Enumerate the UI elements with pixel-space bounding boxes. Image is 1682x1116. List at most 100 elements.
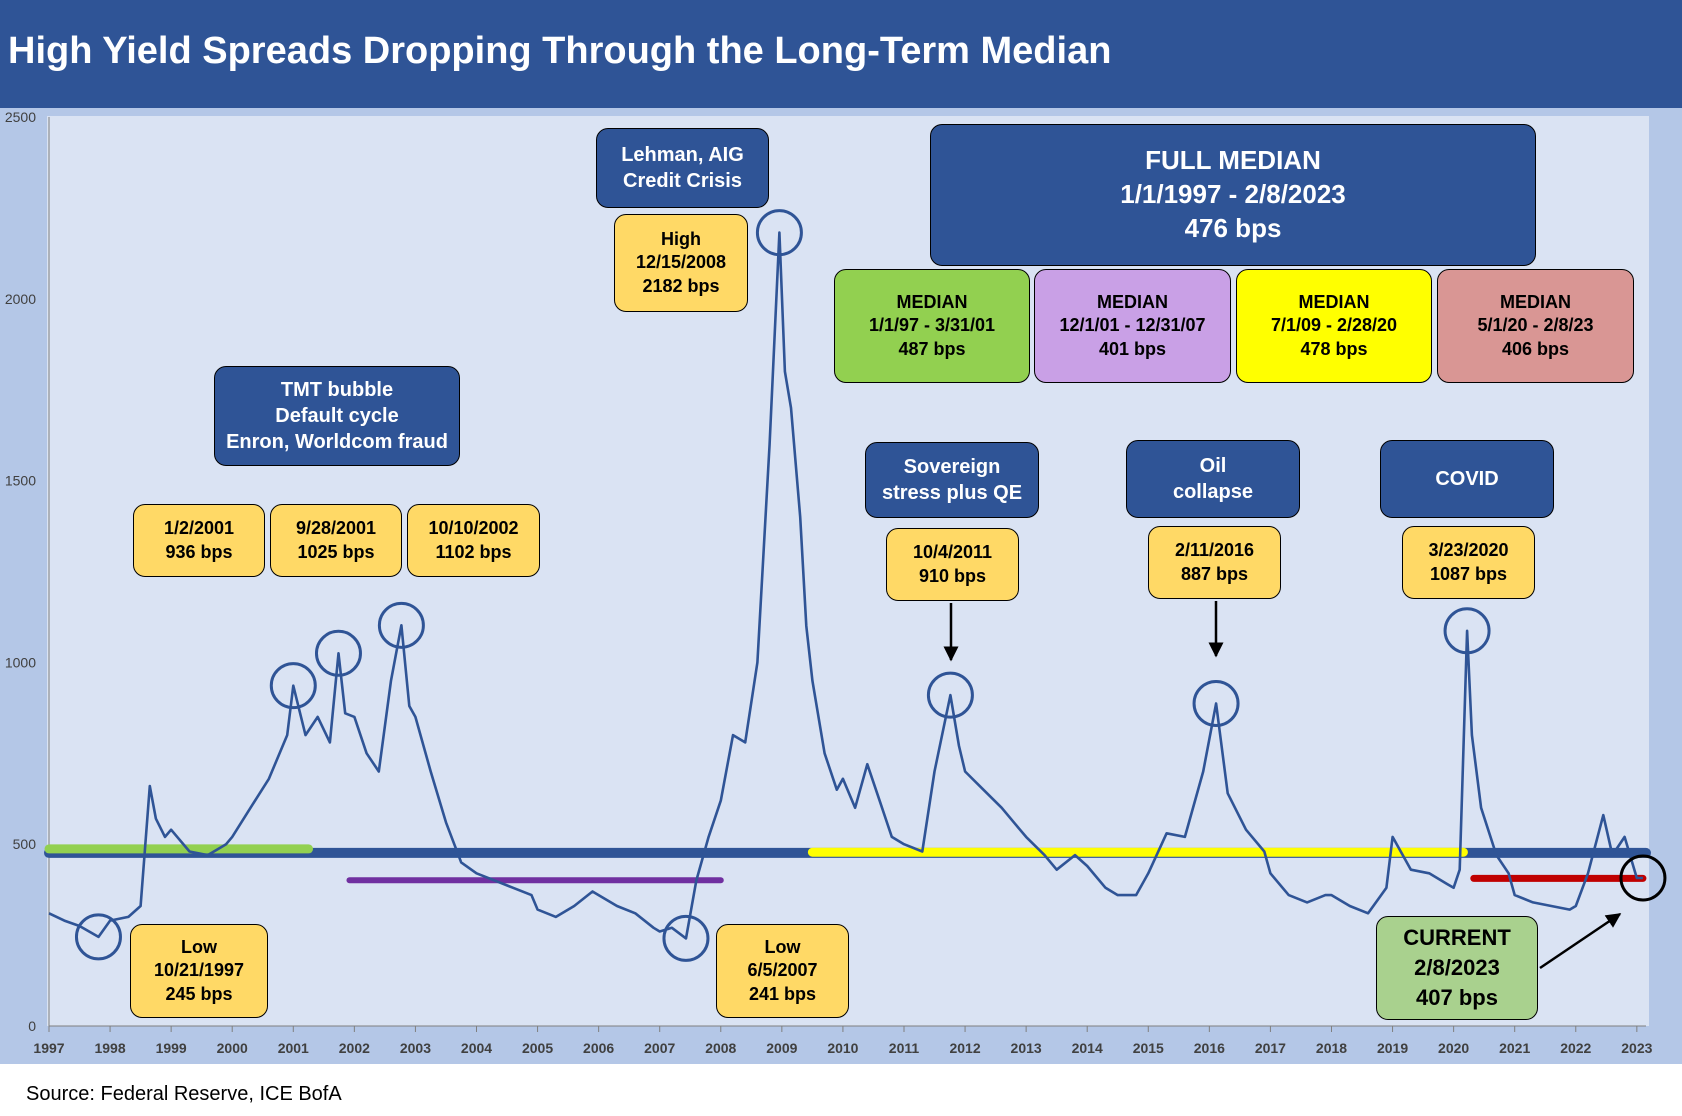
x-tick-label: 2017 bbox=[1255, 1040, 1286, 1056]
annotation-line: 910 bps bbox=[918, 565, 987, 586]
annotation-line: MEDIAN bbox=[1298, 291, 1370, 312]
x-tick-label: 2021 bbox=[1499, 1040, 1530, 1056]
x-tick-label: 1997 bbox=[33, 1040, 64, 1056]
annotation-low-1997: Low 10/21/1997 245 bps bbox=[130, 924, 268, 1018]
annotation-line: 406 bps bbox=[1501, 338, 1570, 359]
annotation-line: FULL MEDIAN bbox=[1145, 145, 1321, 176]
highlight-circle bbox=[314, 629, 362, 677]
footer bbox=[0, 1064, 1682, 1116]
annotation-line: Lehman, AIG bbox=[621, 144, 744, 166]
arrow-current bbox=[1539, 912, 1622, 970]
annotation-line: COVID bbox=[1435, 468, 1499, 490]
annotation-median-2001-2007: MEDIAN 12/1/01 - 12/31/07 401 bps bbox=[1034, 269, 1231, 383]
annotation-sovereign-stress: Sovereign stress plus QE bbox=[865, 442, 1039, 518]
y-tick-label: 1500 bbox=[5, 473, 36, 489]
annotation-peak-2011: 10/4/2011 910 bps bbox=[886, 528, 1019, 601]
annotation-lehman-credit-crisis: Lehman, AIG Credit Crisis bbox=[596, 128, 769, 208]
highlight-circle bbox=[1619, 854, 1667, 902]
x-tick-label: 2015 bbox=[1133, 1040, 1164, 1056]
annotation-line: collapse bbox=[1172, 481, 1254, 503]
highlight-circle bbox=[74, 913, 122, 961]
x-tick-label: 2012 bbox=[949, 1040, 980, 1056]
annotation-line: 936 bps bbox=[165, 541, 233, 562]
highlight-circle bbox=[269, 662, 317, 710]
x-tick-label: 2005 bbox=[522, 1040, 553, 1056]
annotation-line: 3/23/2020 bbox=[1428, 540, 1509, 561]
annotation-median-1997-2001: MEDIAN 1/1/97 - 3/31/01 487 bps bbox=[834, 269, 1030, 383]
x-tick-label: 2016 bbox=[1194, 1040, 1225, 1056]
x-tick-label: 2018 bbox=[1316, 1040, 1347, 1056]
annotation-line: Default cycle bbox=[275, 405, 399, 427]
y-tick-label: 2000 bbox=[5, 291, 36, 307]
annotation-line: MEDIAN bbox=[1500, 291, 1571, 312]
annotation-line: Oil bbox=[1199, 455, 1227, 477]
annotation-oil-collapse: Oil collapse bbox=[1126, 440, 1300, 518]
x-tick-label: 1998 bbox=[94, 1040, 125, 1056]
x-tick-label: 2000 bbox=[217, 1040, 248, 1056]
y-tick-label: 0 bbox=[28, 1018, 36, 1034]
annotation-line: 1102 bps bbox=[435, 541, 512, 562]
annotation-line: CURRENT bbox=[1403, 925, 1511, 951]
x-tick-label: 2007 bbox=[644, 1040, 675, 1056]
annotation-line: 401 bps bbox=[1098, 338, 1167, 359]
spread-series-line bbox=[48, 231, 1643, 940]
annotation-current: CURRENT 2/8/2023 407 bps bbox=[1376, 916, 1538, 1020]
annotation-line: 1025 bps bbox=[297, 541, 375, 562]
annotation-line: 1/1/97 - 3/31/01 bbox=[868, 315, 996, 336]
y-tick-label: 1000 bbox=[5, 654, 36, 670]
annotation-line: 407 bps bbox=[1416, 984, 1498, 1010]
annotation-low-2007: Low 6/5/2007 241 bps bbox=[716, 924, 849, 1018]
x-tick-label: 2003 bbox=[400, 1040, 431, 1056]
x-tick-label: 2022 bbox=[1560, 1040, 1591, 1056]
annotation-line: 2182 bps bbox=[642, 275, 720, 296]
annotation-line: Sovereign bbox=[903, 456, 1001, 478]
x-tick-label: 2002 bbox=[339, 1040, 370, 1056]
annotation-line: MEDIAN bbox=[896, 291, 968, 312]
annotation-line: 10/10/2002 bbox=[428, 518, 519, 539]
annotation-tmt-bubble: TMT bubble Default cycle Enron, Worldcom f… bbox=[214, 366, 460, 466]
annotation-line: 487 bps bbox=[898, 338, 966, 359]
x-tick-label: 2006 bbox=[583, 1040, 614, 1056]
annotation-line: 2/11/2016 bbox=[1174, 540, 1255, 561]
annotation-peak-2016: 2/11/2016 887 bps bbox=[1148, 526, 1281, 599]
annotation-median-2009-2020: MEDIAN 7/1/09 - 2/28/20 478 bps bbox=[1236, 269, 1432, 383]
x-tick-label: 2020 bbox=[1438, 1040, 1469, 1056]
annotation-line: 9/28/2001 bbox=[295, 518, 377, 539]
annotation-line: Enron, Worldcom fraud bbox=[226, 431, 448, 453]
highlight-circle bbox=[662, 914, 710, 962]
x-tick-label: 2011 bbox=[889, 1040, 920, 1056]
annotation-line: 476 bps bbox=[1184, 212, 1282, 243]
annotation-peak-2020: 3/23/2020 1087 bps bbox=[1402, 526, 1535, 599]
annotation-line: 1/1/1997 - 2/8/2023 bbox=[1120, 179, 1346, 210]
source-note: Source: Federal Reserve, ICE BofA bbox=[26, 1083, 342, 1105]
annotation-line: 10/21/1997 bbox=[153, 960, 245, 981]
highlight-circle bbox=[1443, 607, 1491, 655]
highlight-circle bbox=[926, 671, 974, 719]
annotation-line: 241 bps bbox=[748, 983, 817, 1004]
x-tick-label: 2009 bbox=[766, 1040, 797, 1056]
annotation-line: 12/1/01 - 12/31/07 bbox=[1059, 315, 1206, 336]
annotation-line: 1/2/2001 bbox=[163, 518, 235, 539]
x-tick-label: 2001 bbox=[278, 1040, 309, 1056]
annotation-line: 887 bps bbox=[1180, 563, 1249, 584]
x-tick-label: 1999 bbox=[156, 1040, 187, 1056]
x-tick-label: 2013 bbox=[1011, 1040, 1042, 1056]
annotation-line: 12/15/2008 bbox=[635, 252, 727, 273]
annotation-line: 10/4/2011 bbox=[912, 542, 993, 563]
highlight-circle bbox=[1192, 679, 1240, 727]
annotation-covid: COVID bbox=[1380, 440, 1554, 518]
annotation-peak-2001b: 9/28/2001 1025 bps bbox=[270, 504, 402, 577]
annotation-line: 1087 bps bbox=[1429, 563, 1508, 584]
header-bar bbox=[0, 0, 1682, 108]
annotation-line: 478 bps bbox=[1300, 338, 1368, 359]
annotation-high-2008: High 12/15/2008 2182 bps bbox=[614, 214, 748, 312]
chart-title: High Yield Spreads Dropping Through the … bbox=[8, 30, 1112, 72]
highlight-circle bbox=[755, 209, 803, 257]
y-tick-label: 2500 bbox=[5, 109, 36, 125]
annotation-median-2020-2023: MEDIAN 5/1/20 - 2/8/23 406 bps bbox=[1437, 269, 1634, 383]
highlight-circle bbox=[377, 601, 425, 649]
annotation-line: TMT bubble bbox=[280, 379, 394, 401]
annotation-line: 2/8/2023 bbox=[1414, 955, 1500, 981]
annotation-line: Credit Crisis bbox=[623, 170, 742, 192]
